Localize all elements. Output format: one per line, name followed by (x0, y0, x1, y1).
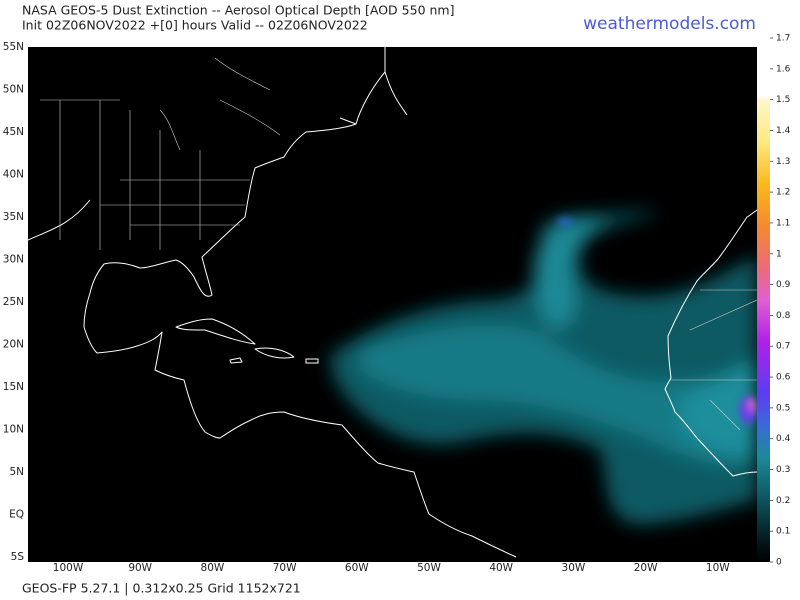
dust-core (557, 218, 756, 424)
axes: 55N 50N 45N 40N 35N 30N 25N 20N 15N 10N 5N EQ 5S 100W… (3, 34, 791, 575)
colorbar-tick-label: 0.9 (776, 280, 791, 290)
lon-label: 20W (634, 562, 658, 574)
colorbar-tick-label: 1.5 (776, 95, 790, 105)
lat-label: 10N (3, 424, 24, 436)
colorbar-tick-label: 1.6 (776, 64, 791, 74)
dust-plume (330, 211, 757, 525)
coastlines (28, 47, 757, 558)
colorbar-tick-label: 0.2 (776, 496, 790, 506)
lat-label: 50N (3, 84, 24, 96)
colorbar-tick-label: 0.4 (776, 434, 791, 444)
colorbar-tick-label: 0.3 (776, 465, 790, 475)
map (28, 47, 757, 558)
lon-label: 100W (53, 562, 84, 574)
lat-label: 30N (3, 254, 24, 266)
colorbar-tick-label: 0.6 (776, 373, 791, 383)
lat-label: 25N (3, 296, 24, 308)
lon-label: 10W (706, 562, 730, 574)
colorbar-tick-label: 1.2 (776, 188, 790, 198)
lon-label: 30W (562, 562, 586, 574)
lat-label: EQ (9, 509, 24, 521)
colorbar-tick-label: 1.7 (776, 34, 790, 44)
colorbar-tick-label: 1 (776, 249, 782, 259)
lat-label: 55N (3, 41, 24, 53)
lon-label: 90W (128, 562, 152, 574)
lat-label: 5S (11, 551, 25, 563)
colorbar-tick-label: 1.4 (776, 126, 791, 136)
title: NASA GEOS-5 Dust Extinction -- Aerosol O… (22, 3, 454, 18)
lat-label: 20N (3, 339, 24, 351)
colorbar-tick-label: 0.7 (776, 342, 790, 352)
lon-label: 50W (417, 562, 441, 574)
lat-label: 45N (3, 126, 24, 138)
colorbar-tick-label: 0.1 (776, 527, 790, 537)
lat-label: 40N (3, 169, 24, 181)
lat-label: 35N (3, 211, 24, 223)
lon-label: 60W (345, 562, 369, 574)
footer: GEOS-FP 5.27.1 | 0.312x0.25 Grid 1152x72… (22, 581, 301, 596)
subtitle: Init 02Z06NOV2022 +[0] hours Valid -- 02… (22, 18, 368, 33)
colorbar-tick-label: 0 (776, 558, 782, 568)
lon-label: 80W (201, 562, 225, 574)
lon-label: 70W (273, 562, 297, 574)
lon-label: 40W (489, 562, 513, 574)
colorbar-tick-label: 1.3 (776, 157, 790, 167)
colorbar-tick-label: 1.1 (776, 218, 790, 228)
brand: weathermodels.com (583, 14, 756, 34)
lat-label: 15N (3, 381, 24, 393)
colorbar (757, 38, 770, 562)
colorbar-tick-label: 0.8 (776, 311, 791, 321)
lat-label: 5N (9, 466, 24, 478)
colorbar-tick-label: 0.5 (776, 403, 790, 413)
